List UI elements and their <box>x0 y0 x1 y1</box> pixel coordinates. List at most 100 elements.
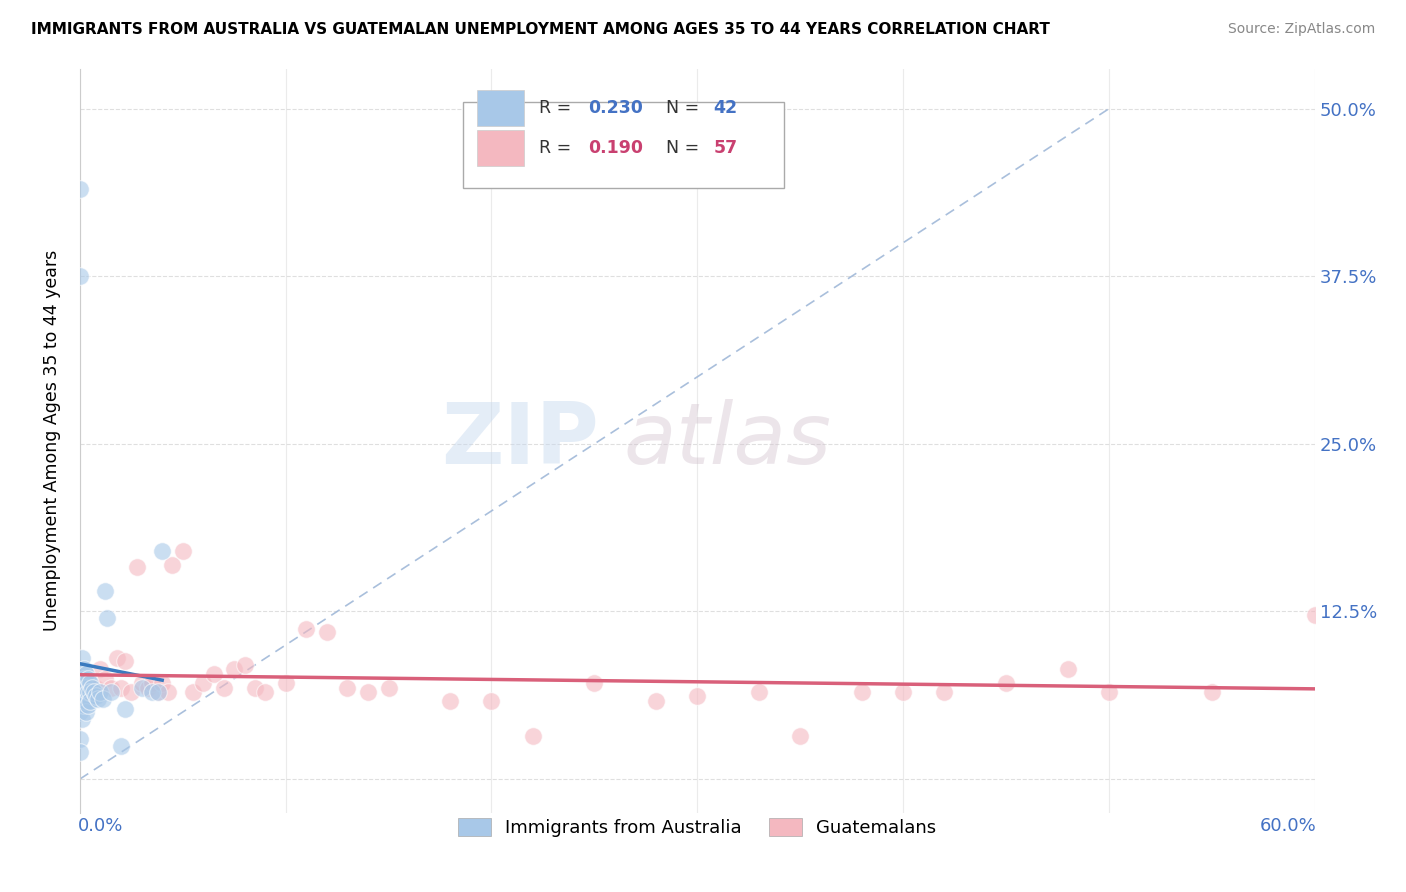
Point <box>254 685 277 699</box>
Text: N =: N = <box>666 99 706 117</box>
Point <box>69 675 91 690</box>
Point <box>336 681 359 695</box>
Point <box>75 667 97 681</box>
Point <box>69 269 91 284</box>
Point <box>69 731 91 746</box>
Point <box>73 662 96 676</box>
Point <box>645 694 668 708</box>
Point <box>100 681 122 695</box>
Text: 57: 57 <box>713 139 738 157</box>
Text: 60.0%: 60.0% <box>1260 816 1317 835</box>
Point <box>87 691 110 706</box>
Point <box>193 675 215 690</box>
Point <box>87 685 110 699</box>
FancyBboxPatch shape <box>478 90 524 126</box>
Point <box>69 685 91 699</box>
Point <box>96 611 118 625</box>
Text: 0.190: 0.190 <box>589 139 644 157</box>
Point <box>212 681 235 695</box>
Point <box>69 705 91 719</box>
Point <box>70 678 93 692</box>
Point <box>995 675 1018 690</box>
Text: Source: ZipAtlas.com: Source: ZipAtlas.com <box>1227 22 1375 37</box>
Point <box>89 685 111 699</box>
Point <box>83 685 105 699</box>
Point <box>69 745 91 759</box>
Point <box>583 675 606 690</box>
Point <box>150 544 173 558</box>
Point <box>202 667 225 681</box>
Point <box>131 675 153 690</box>
Point <box>110 739 132 753</box>
Point <box>141 685 163 699</box>
Y-axis label: Unemployment Among Ages 35 to 44 years: Unemployment Among Ages 35 to 44 years <box>44 250 60 632</box>
Point <box>70 681 93 695</box>
Point <box>79 685 101 699</box>
Point <box>114 654 136 668</box>
Point <box>522 729 544 743</box>
Point <box>86 681 108 695</box>
Point <box>686 689 709 703</box>
FancyBboxPatch shape <box>478 130 524 166</box>
Point <box>70 698 93 713</box>
Point <box>127 560 149 574</box>
Text: R =: R = <box>540 139 576 157</box>
Point <box>75 694 97 708</box>
Point <box>146 685 169 699</box>
Point <box>851 685 873 699</box>
Point <box>1201 685 1223 699</box>
Point <box>224 662 246 676</box>
Text: atlas: atlas <box>623 399 831 482</box>
Point <box>70 689 93 703</box>
Point <box>357 685 380 699</box>
Point <box>110 681 132 695</box>
Point <box>181 685 204 699</box>
Point <box>934 685 956 699</box>
Point <box>243 681 266 695</box>
Point <box>146 685 169 699</box>
Point <box>233 658 256 673</box>
Point <box>131 681 153 695</box>
Point <box>69 691 91 706</box>
Point <box>1098 685 1121 699</box>
Text: R =: R = <box>540 99 576 117</box>
Point <box>789 729 811 743</box>
Point <box>77 698 100 713</box>
Legend: Immigrants from Australia, Guatemalans: Immigrants from Australia, Guatemalans <box>451 811 943 845</box>
Point <box>77 672 100 686</box>
Point <box>70 651 93 665</box>
Point <box>73 672 96 686</box>
Point <box>70 712 93 726</box>
Point <box>77 685 100 699</box>
Point <box>295 622 318 636</box>
Point <box>150 675 173 690</box>
Point <box>70 667 93 681</box>
Point <box>79 675 101 690</box>
Point <box>75 705 97 719</box>
Point <box>162 558 184 572</box>
Point <box>315 624 337 639</box>
Point <box>75 681 97 695</box>
Point <box>93 584 115 599</box>
Point <box>79 675 101 690</box>
Point <box>73 678 96 692</box>
Point <box>69 182 91 196</box>
Point <box>105 651 128 665</box>
Text: 42: 42 <box>713 99 738 117</box>
Point <box>891 685 914 699</box>
Text: 0.0%: 0.0% <box>77 816 124 835</box>
Point <box>1303 608 1326 623</box>
Point <box>93 672 115 686</box>
Point <box>73 689 96 703</box>
Text: 0.230: 0.230 <box>589 99 644 117</box>
Point <box>82 681 104 695</box>
Point <box>73 698 96 713</box>
Text: N =: N = <box>666 139 706 157</box>
Point <box>1056 662 1078 676</box>
Point <box>172 544 194 558</box>
Text: ZIP: ZIP <box>440 399 599 482</box>
FancyBboxPatch shape <box>463 102 783 187</box>
Point <box>82 681 104 695</box>
Point <box>439 694 461 708</box>
Text: IMMIGRANTS FROM AUSTRALIA VS GUATEMALAN UNEMPLOYMENT AMONG AGES 35 TO 44 YEARS C: IMMIGRANTS FROM AUSTRALIA VS GUATEMALAN … <box>31 22 1050 37</box>
